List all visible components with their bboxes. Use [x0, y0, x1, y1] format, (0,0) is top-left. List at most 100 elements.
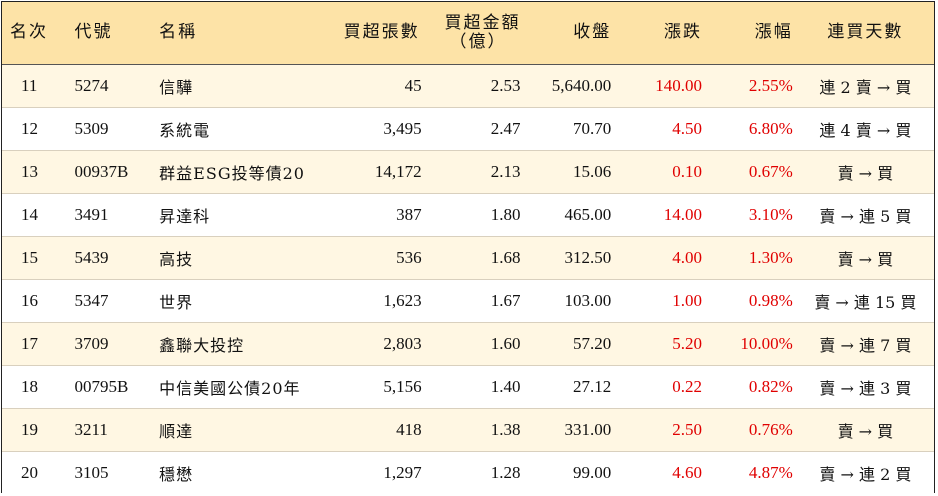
cell-name[interactable]: 鑫聯大投控	[139, 321, 305, 365]
table-row[interactable]: 12 5309 系統電 3,495 2.47 70.70 4.50 6.80% …	[2, 106, 934, 150]
cell-name[interactable]: 順達	[139, 407, 305, 451]
cell-consecutive-days: 賣 → 買	[796, 235, 934, 279]
header-net-buy-amount[interactable]: 買超金額 （億）	[423, 2, 525, 65]
cell-net-buy-amount: 2.47	[423, 106, 525, 150]
cell-rank: 11	[21, 75, 38, 95]
cell-net-buy-lots: 14,172	[304, 149, 424, 193]
header-consecutive-days[interactable]: 連買天數	[796, 2, 934, 65]
header-rank[interactable]: 名次	[2, 2, 61, 65]
table-row[interactable]: 19 3211 順達 418 1.38 331.00 2.50 0.76% 賣 …	[2, 407, 934, 451]
cell-rank: 17	[2, 321, 61, 365]
cell-code: 3211	[60, 407, 140, 451]
cell-consecutive-days: 賣 → 買	[796, 149, 934, 193]
cell-rank: 15	[2, 235, 61, 279]
cell-net-buy-lots: 1,623	[304, 278, 424, 322]
header-close[interactable]: 收盤	[524, 2, 616, 65]
cell-change-pct: 0.67%	[705, 149, 797, 193]
cell-change: 5.20	[615, 321, 706, 365]
table-row[interactable]: 14 3491 昇達科 387 1.80 465.00 14.00 3.10% …	[2, 192, 934, 236]
cell-rank: 16	[2, 278, 61, 322]
cell-code: 3105	[60, 450, 140, 494]
cell-name[interactable]: 昇達科	[139, 192, 305, 236]
table-row[interactable]: 17 3709 鑫聯大投控 2,803 1.60 57.20 5.20 10.0…	[2, 321, 934, 365]
table-row[interactable]: 11 5274 信驊 45 2.53 5,640.00 140.00 2.55%…	[2, 64, 934, 107]
table-row[interactable]: 20 3105 穩懋 1,297 1.28 99.00 4.60 4.87% 賣…	[2, 450, 934, 494]
cell-code: 3491	[60, 192, 140, 236]
cell-code: 5439	[60, 235, 140, 279]
table-row[interactable]: 16 5347 世界 1,623 1.67 103.00 1.00 0.98% …	[2, 278, 934, 322]
cell-name[interactable]: 世界	[139, 278, 305, 322]
cell-change-pct: 0.98%	[705, 278, 797, 322]
cell-name[interactable]: 系統電	[139, 106, 305, 150]
cell-change-pct: 6.80%	[705, 106, 797, 150]
cell-consecutive-days: 連 2 賣 → 買	[819, 77, 912, 97]
cell-change-pct: 10.00%	[705, 321, 797, 365]
cell-change: 4.00	[615, 235, 706, 279]
header-code[interactable]: 代號	[60, 2, 140, 65]
cell-net-buy-amount: 1.67	[423, 278, 525, 322]
header-change[interactable]: 漲跌	[615, 2, 706, 65]
cell-close: 465.00	[524, 192, 616, 236]
cell-consecutive-days: 賣 → 連 2 買	[796, 450, 934, 494]
table-row[interactable]: 13 00937B 群益ESG投等債20 14,172 2.13 15.06 0…	[2, 149, 934, 193]
cell-net-buy-lots: 418	[304, 407, 424, 451]
cell-name[interactable]: 群益ESG投等債20	[139, 149, 305, 193]
cell-consecutive-days: 賣 → 連 15 買	[796, 278, 934, 322]
cell-change: 4.50	[615, 106, 706, 150]
cell-consecutive-days: 賣 → 連 7 買	[796, 321, 934, 365]
cell-change: 4.60	[615, 450, 706, 494]
cell-close: 70.70	[524, 106, 616, 150]
cell-net-buy-lots: 5,156	[304, 364, 424, 408]
cell-net-buy-lots: 45	[404, 75, 422, 95]
cell-net-buy-lots: 1,297	[304, 450, 424, 494]
cell-net-buy-lots: 2,803	[304, 321, 424, 365]
cell-net-buy-lots: 3,495	[304, 106, 424, 150]
cell-consecutive-days: 連 4 賣 → 買	[796, 106, 934, 150]
cell-net-buy-amount: 1.38	[423, 407, 525, 451]
cell-code: 00795B	[60, 364, 140, 408]
cell-code: 5274	[74, 75, 109, 95]
cell-net-buy-amount: 1.60	[423, 321, 525, 365]
cell-net-buy-amount: 2.53	[490, 75, 521, 95]
cell-code: 00937B	[60, 149, 140, 193]
table-header-row: 名次 代號 名稱 買超張數 買超金額 （億） 收盤 漲跌 漲幅 連買天數	[2, 2, 934, 65]
cell-code: 3709	[60, 321, 140, 365]
cell-change-pct: 1.30%	[705, 235, 797, 279]
cell-change: 0.22	[615, 364, 706, 408]
cell-rank: 20	[2, 450, 61, 494]
cell-close: 331.00	[524, 407, 616, 451]
cell-consecutive-days: 賣 → 連 5 買	[796, 192, 934, 236]
cell-net-buy-lots: 536	[304, 235, 424, 279]
cell-close: 99.00	[524, 450, 616, 494]
cell-code: 5309	[60, 106, 140, 150]
cell-rank: 19	[2, 407, 61, 451]
cell-change: 0.10	[615, 149, 706, 193]
header-change-pct[interactable]: 漲幅	[705, 2, 797, 65]
cell-name[interactable]: 穩懋	[139, 450, 305, 494]
cell-change: 2.50	[615, 407, 706, 451]
cell-change: 14.00	[615, 192, 706, 236]
cell-consecutive-days: 賣 → 連 3 買	[796, 364, 934, 408]
cell-change-pct: 2.55%	[748, 75, 793, 95]
cell-net-buy-lots: 387	[304, 192, 424, 236]
cell-close: 15.06	[524, 149, 616, 193]
header-name[interactable]: 名稱	[139, 2, 305, 65]
cell-change-pct: 4.87%	[705, 450, 797, 494]
cell-consecutive-days: 賣 → 買	[796, 407, 934, 451]
table-row[interactable]: 15 5439 高技 536 1.68 312.50 4.00 1.30% 賣 …	[2, 235, 934, 279]
table-body: 11 5274 信驊 45 2.53 5,640.00 140.00 2.55%…	[2, 64, 934, 494]
header-net-buy-lots[interactable]: 買超張數	[304, 2, 424, 65]
header-net-buy-amount-line1: 買超金額	[444, 12, 521, 33]
cell-name[interactable]: 中信美國公債20年	[139, 364, 305, 408]
cell-code: 5347	[60, 278, 140, 322]
cell-change: 1.00	[615, 278, 706, 322]
cell-name[interactable]: 信驊	[159, 77, 194, 97]
cell-change-pct: 0.82%	[705, 364, 797, 408]
table-row[interactable]: 18 00795B 中信美國公債20年 5,156 1.40 27.12 0.2…	[2, 364, 934, 408]
cell-net-buy-amount: 2.13	[423, 149, 525, 193]
header-net-buy-amount-line2: （億）	[449, 31, 507, 52]
cell-rank: 14	[2, 192, 61, 236]
cell-close: 312.50	[524, 235, 616, 279]
cell-name[interactable]: 高技	[139, 235, 305, 279]
